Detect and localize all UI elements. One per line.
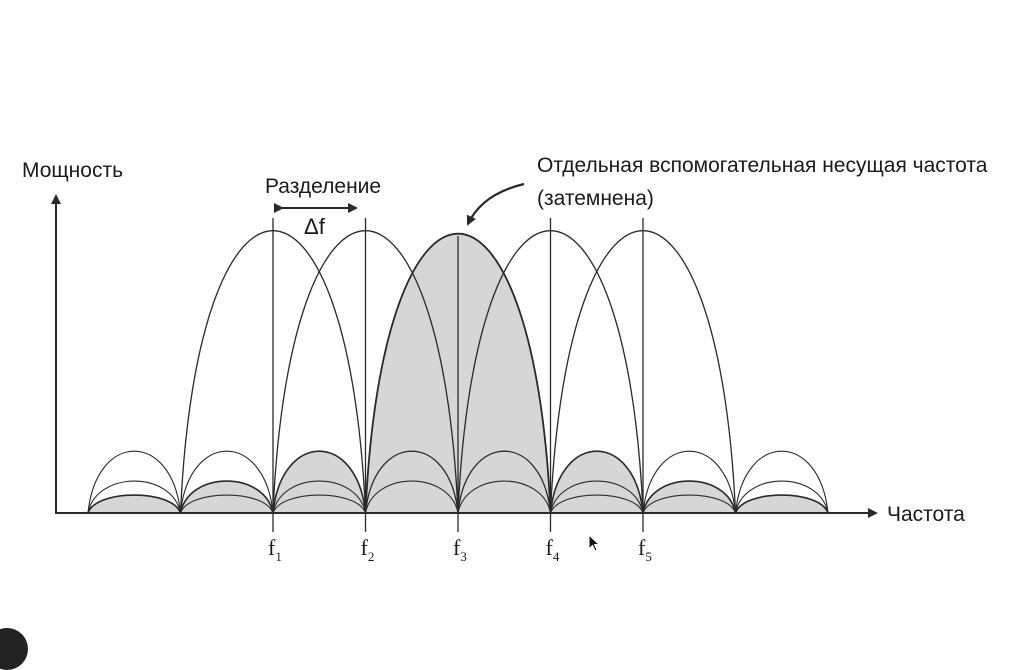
subcarrier-tick-label: f5 bbox=[638, 535, 652, 564]
highlighted-side-lobe-fill bbox=[550, 451, 643, 513]
subcarrier-side-lobe bbox=[642, 450, 737, 514]
subcarrier-side-lobe bbox=[457, 480, 552, 514]
subcarrier-side-lobe bbox=[642, 480, 737, 514]
subcarrier-side-lobe bbox=[734, 450, 829, 514]
highlighted-side-lobe-fill bbox=[273, 451, 366, 513]
annotation-pointer-arrow bbox=[466, 182, 525, 226]
annotation-line-2: (затемнена) bbox=[537, 187, 654, 210]
x-axis-label: Частота bbox=[887, 503, 965, 526]
delta-f-label: Δf bbox=[304, 214, 326, 239]
highlighted-side-lobe-fill bbox=[88, 495, 181, 513]
subcarrier-tick-label: f4 bbox=[546, 535, 560, 564]
subcarrier-tick-label: f1 bbox=[268, 535, 282, 564]
annotation-line-1: Отдельная вспомогательная несущая частот… bbox=[537, 154, 988, 177]
subcarrier-main-lobe bbox=[364, 232, 552, 514]
highlighted-side-lobe-fill bbox=[180, 481, 273, 513]
subcarrier-side-lobe bbox=[457, 450, 552, 514]
subcarrier-tick-label: f3 bbox=[453, 535, 467, 564]
subcarrier-side-lobe bbox=[87, 450, 182, 514]
subcarrier-side-lobe bbox=[734, 480, 829, 514]
subcarrier-side-lobe bbox=[364, 450, 459, 514]
subcarrier-side-lobe bbox=[272, 494, 367, 514]
separation-label: Разделение bbox=[265, 175, 381, 198]
subcarrier-side-lobe bbox=[87, 494, 182, 514]
subcarrier-side-lobe bbox=[549, 450, 644, 514]
subcarrier-side-lobe bbox=[272, 480, 367, 514]
subcarrier-side-lobe bbox=[642, 494, 737, 514]
ofdm-spectrum-diagram: f1 f2 f3 f4 f5 Мощность Частота Разделение Δ… bbox=[22, 154, 988, 564]
subcarrier-side-lobe bbox=[87, 480, 182, 514]
subcarrier-side-lobe bbox=[179, 480, 274, 514]
subcarrier-side-lobe bbox=[179, 494, 274, 514]
subcarrier-side-lobe bbox=[549, 494, 644, 514]
subcarrier-side-lobe bbox=[364, 480, 459, 514]
subcarrier-center-lines bbox=[272, 218, 644, 532]
y-axis-label: Мощность bbox=[22, 159, 123, 182]
subcarrier-side-lobe bbox=[549, 480, 644, 514]
subcarrier-side-lobe bbox=[179, 450, 274, 514]
subcarrier-tick-label: f2 bbox=[361, 535, 375, 564]
subcarrier-side-lobe bbox=[272, 450, 367, 514]
subcarrier-tick-labels: f1 f2 f3 f4 f5 bbox=[268, 535, 652, 564]
subcarrier-side-lobe bbox=[734, 494, 829, 514]
highlighted-side-lobe-fill bbox=[735, 495, 828, 513]
highlighted-side-lobe-fill bbox=[643, 481, 736, 513]
mouse-cursor-icon bbox=[588, 534, 600, 552]
